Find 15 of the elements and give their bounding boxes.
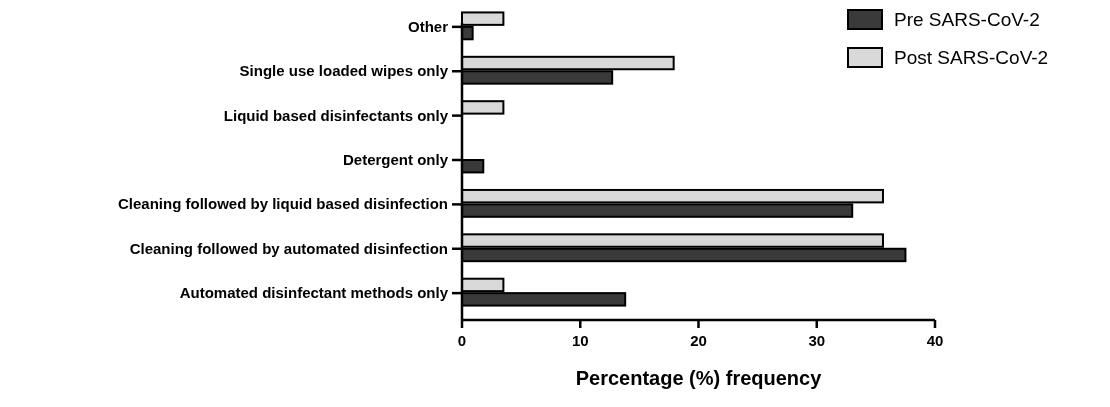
y-tick-label: Other <box>407 17 449 35</box>
x-tick-label: 0 <box>457 332 467 349</box>
y-tick-label: Cleaning followed by liquid based disinfection <box>117 195 448 213</box>
x-tick-label: 10 <box>571 332 589 349</box>
y-tick-label: Detergent only <box>342 151 449 168</box>
y-tick-label: Automated disinfectant methods only <box>179 284 449 302</box>
y-tick-label: Single use loaded wipes only <box>239 62 449 80</box>
x-tick-label: 40 <box>926 332 944 349</box>
x-axis-title: Percentage (%) frequency <box>575 367 823 389</box>
x-tick-label: 30 <box>808 332 826 349</box>
x-tick-label: 20 <box>690 332 707 349</box>
legend-label: Pre SARS-CoV-2 <box>894 9 1040 30</box>
legend-label: Post SARS-CoV-2 <box>894 47 1049 68</box>
y-tick-label: Cleaning followed by automated disinfection <box>129 239 448 257</box>
y-tick-label: Liquid based disinfectants only <box>223 106 449 124</box>
